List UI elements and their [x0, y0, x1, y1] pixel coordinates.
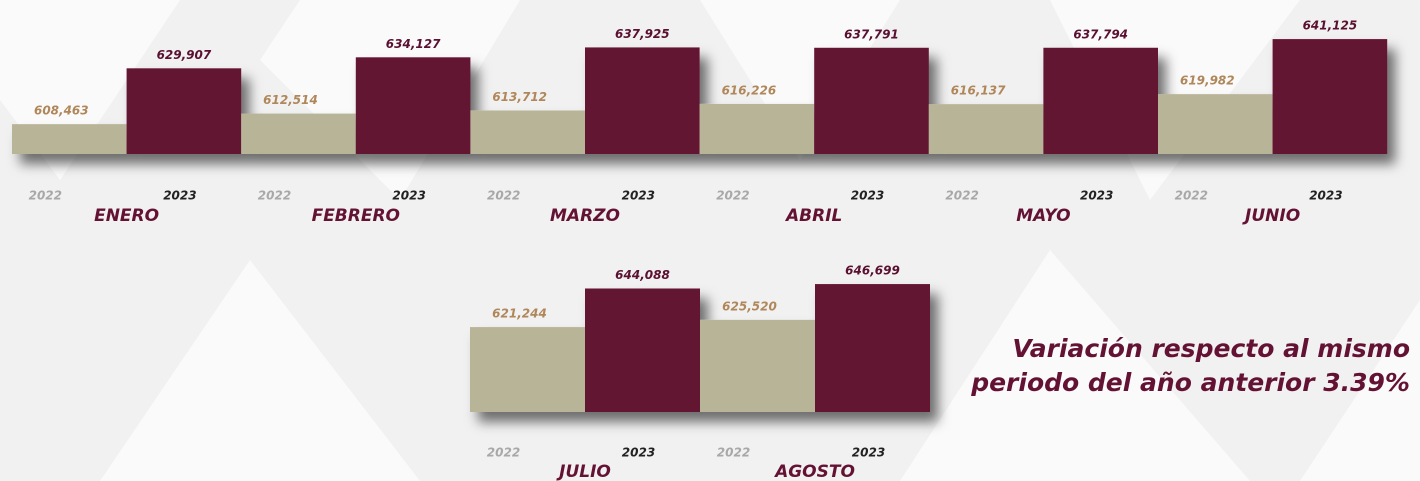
value-label: 621,244: [492, 307, 547, 321]
bar: [355, 57, 471, 154]
annotation: Variación respecto al mismo: [1012, 334, 1410, 363]
bar: [699, 103, 815, 154]
bar: [1272, 39, 1388, 155]
value-label: 641,125: [1303, 19, 1358, 33]
series-label: 2022: [717, 446, 750, 460]
series-label: 2023: [622, 446, 655, 460]
value-label: 616,226: [722, 83, 777, 97]
series-label: 2023: [851, 189, 884, 203]
series-label: 2023: [622, 189, 655, 203]
category-label: MAYO: [1016, 206, 1070, 226]
value-label: 608,463: [34, 104, 89, 118]
series-label: 2022: [945, 189, 978, 203]
value-label: 613,712: [492, 90, 547, 104]
category-label: JUNIO: [1242, 206, 1300, 226]
series-label: 2022: [487, 446, 520, 460]
bar: [1043, 47, 1158, 154]
bar: [585, 47, 700, 154]
bar: [1158, 94, 1273, 154]
value-label: 634,127: [386, 37, 441, 51]
category-label: ENERO: [94, 206, 159, 226]
bar: [815, 284, 930, 412]
bar: [470, 327, 585, 412]
value-label: 637,794: [1073, 27, 1128, 41]
value-label: 616,137: [951, 84, 1006, 98]
category-label: FEBRERO: [312, 206, 400, 226]
category-label: AGOSTO: [773, 462, 855, 481]
category-label: JULIO: [556, 462, 611, 481]
bar: [126, 68, 242, 154]
series-label: 2022: [29, 189, 62, 203]
bar: [928, 104, 1044, 154]
value-label: 637,925: [615, 27, 670, 41]
series-label: 2022: [1175, 189, 1208, 203]
category-label: ABRIL: [784, 206, 842, 226]
series-label: 2023: [392, 189, 425, 203]
series-label: 2022: [487, 189, 520, 203]
series-label: 2023: [1309, 189, 1342, 203]
value-label: 619,982: [1180, 74, 1235, 88]
bar: [241, 113, 356, 154]
series-label: 2022: [258, 189, 291, 203]
bar: [585, 288, 700, 412]
bar: [814, 47, 929, 154]
category-label: MARZO: [550, 206, 620, 226]
series-label: 2023: [163, 189, 196, 203]
annotation: periodo del año anterior 3.39%: [970, 368, 1410, 397]
bar: [12, 124, 127, 154]
series-label: 2023: [852, 446, 885, 460]
bar: [700, 319, 815, 412]
value-label: 637,791: [844, 27, 899, 41]
bars: [12, 39, 1388, 412]
value-label: 644,088: [615, 268, 670, 282]
value-label: 629,907: [157, 48, 212, 62]
labels: 608,463 2022 629,907 2023 ENERO 612,514 2022 63…: [29, 19, 1410, 481]
value-label: 646,699: [845, 264, 900, 278]
value-label: 612,514: [263, 93, 318, 107]
bar: [470, 110, 585, 154]
value-label: 625,520: [722, 299, 777, 313]
series-label: 2022: [716, 189, 749, 203]
series-label: 2023: [1080, 189, 1113, 203]
